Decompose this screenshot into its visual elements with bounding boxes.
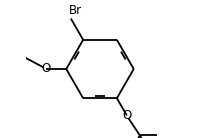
Text: O: O xyxy=(122,109,131,122)
Text: O: O xyxy=(42,63,51,75)
Text: Br: Br xyxy=(69,4,82,17)
